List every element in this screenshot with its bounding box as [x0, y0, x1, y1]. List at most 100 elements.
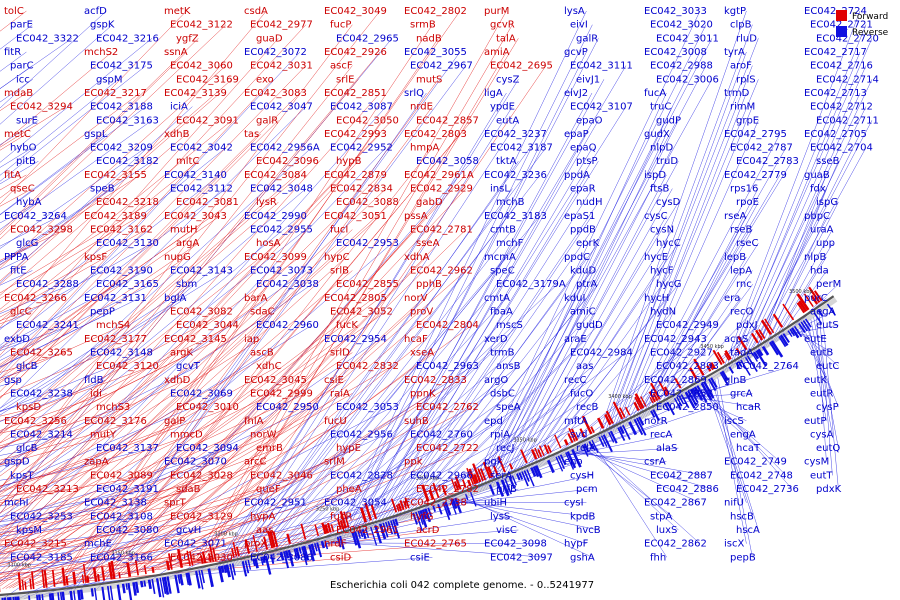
gene-label: rluD	[736, 33, 757, 44]
reverse-feature	[708, 378, 717, 392]
label-connector	[486, 92, 667, 490]
forward-feature	[590, 426, 595, 434]
forward-feature	[397, 503, 403, 512]
gene-label: EC042_2977	[250, 20, 313, 31]
scale-tick-label: 3350 kbp	[513, 438, 537, 444]
gene-label: mchI	[4, 498, 29, 509]
label-connector	[0, 161, 313, 433]
label-connector	[356, 106, 627, 535]
gene-label: sprT	[164, 498, 187, 509]
label-connector	[0, 65, 307, 380]
gene-label: EC042_3044	[176, 320, 239, 331]
gene-label: amiC	[570, 307, 596, 318]
reverse-feature	[678, 395, 684, 404]
scale-tick-label: 3400 kbp	[608, 394, 632, 400]
gene-label: EC042_3189	[84, 211, 147, 222]
label-connector	[498, 147, 673, 485]
label-connector	[366, 147, 593, 532]
reverse-feature	[16, 596, 20, 600]
gene-label: cysD	[656, 197, 681, 208]
reverse-feature	[442, 502, 451, 521]
gene-label: EC042_2704	[810, 143, 873, 154]
forward-feature	[461, 479, 467, 488]
reverse-feature	[394, 518, 399, 526]
forward-feature	[143, 565, 147, 575]
label-connector	[586, 445, 679, 531]
gene-label: EC042_3038	[256, 279, 319, 290]
gene-label: norV	[404, 293, 428, 304]
label-connector	[349, 79, 605, 537]
label-connector	[0, 393, 307, 536]
gene-label: EC042_3288	[16, 279, 79, 290]
reverse-feature	[424, 508, 432, 523]
gene-label: eutS	[816, 320, 839, 331]
gene-label: EC042_2749	[724, 457, 787, 468]
reverse-feature	[521, 471, 529, 487]
label-connector	[0, 106, 387, 540]
label-connector	[0, 420, 267, 541]
forward-feature	[272, 531, 279, 548]
reverse-feature	[633, 418, 644, 436]
gene-label: EC042_2783	[736, 156, 799, 167]
ring-backbone	[0, 295, 835, 596]
gene-label: parC	[10, 61, 34, 72]
reverse-feature	[12, 596, 15, 600]
label-connector	[0, 51, 113, 147]
gene-label: EC042_3185	[10, 552, 73, 563]
reverse-feature	[260, 556, 264, 566]
gene-label: mutS	[416, 74, 442, 85]
forward-feature	[453, 481, 460, 491]
gene-label: EC042_3129	[170, 511, 233, 522]
reverse-feature	[378, 523, 387, 540]
reverse-feature	[516, 473, 521, 481]
gene-label: fucR	[330, 511, 352, 522]
gene-label: gabD	[416, 197, 443, 208]
gene-label: nupG	[164, 252, 191, 263]
gene-label: speC	[490, 266, 515, 277]
gene-label: EC042_2949	[656, 320, 719, 331]
gene-label: EC042_3179A	[496, 279, 566, 290]
gene-label: EC042_3140	[164, 170, 227, 181]
gene-label: rplS	[736, 74, 756, 85]
forward-feature	[359, 507, 368, 523]
reverse-feature	[650, 410, 656, 418]
label-connector	[0, 242, 199, 379]
label-connector	[408, 324, 599, 518]
reverse-feature	[200, 569, 205, 584]
label-connector	[0, 24, 307, 356]
label-connector	[0, 215, 301, 465]
gene-label: tyrA	[724, 47, 745, 58]
forward-feature	[51, 569, 56, 587]
gene-label: purC	[804, 293, 828, 304]
label-connector	[617, 106, 753, 432]
label-connector	[250, 229, 513, 563]
forward-feature	[404, 497, 410, 509]
label-connector	[0, 160, 153, 263]
label-connector	[599, 24, 753, 441]
label-connector	[492, 120, 679, 487]
gene-label: EC042_2832	[336, 361, 399, 372]
label-connector	[799, 326, 827, 380]
forward-feature	[208, 543, 215, 562]
reverse-feature	[195, 570, 201, 589]
forward-feature	[402, 500, 408, 510]
gene-label: EC042_3322	[16, 33, 79, 44]
scale-tick-label: 3500 kbp	[789, 289, 813, 295]
gene-label: EC042_2990	[244, 211, 307, 222]
forward-feature	[399, 500, 405, 511]
gene-label: epaR	[570, 184, 596, 195]
label-connector	[0, 352, 147, 413]
forward-feature	[97, 574, 100, 582]
label-connector	[0, 188, 227, 358]
label-connector	[382, 215, 593, 527]
gene-label: kgtP	[724, 6, 746, 17]
gene-label: eivI	[570, 20, 588, 31]
gene-label: pheA	[336, 484, 362, 495]
forward-feature	[634, 396, 643, 410]
label-connector	[495, 133, 667, 486]
gene-label: srlE	[336, 74, 354, 85]
forward-feature	[212, 547, 217, 562]
gene-label: EC042_2953	[336, 238, 399, 249]
gene-label: recC	[564, 375, 587, 386]
